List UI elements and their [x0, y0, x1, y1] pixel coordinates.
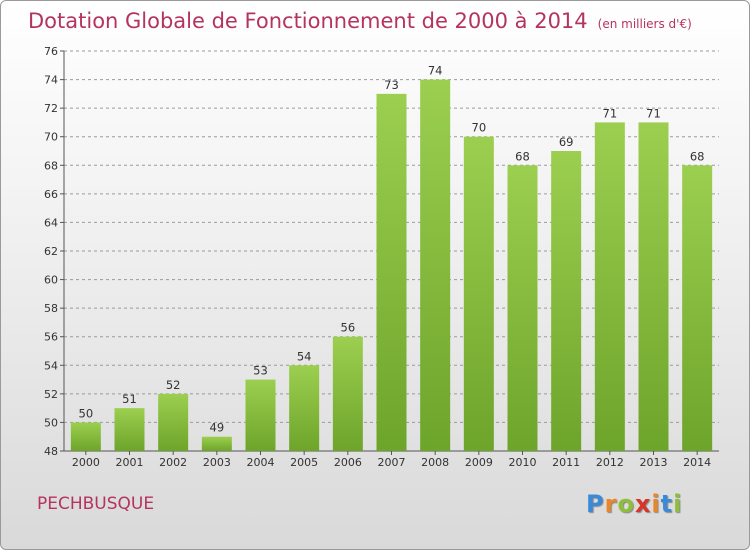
- y-tick-label: 76: [44, 45, 58, 58]
- bar: [638, 122, 669, 451]
- data-label: 68: [690, 149, 705, 163]
- bar: [158, 393, 189, 451]
- x-tick-label: 2008: [421, 456, 449, 469]
- bar: [114, 408, 145, 451]
- data-label: 53: [253, 364, 268, 378]
- x-tick-label: 2001: [116, 456, 144, 469]
- y-tick-label: 48: [44, 445, 58, 458]
- bar: [289, 365, 320, 451]
- x-tick-label: 2012: [596, 456, 624, 469]
- bar: [507, 165, 538, 452]
- y-tick-label: 56: [44, 331, 58, 344]
- data-label: 49: [210, 421, 225, 435]
- data-label: 69: [559, 135, 574, 149]
- y-tick-label: 62: [44, 245, 58, 258]
- x-tick-label: 2003: [203, 456, 231, 469]
- title-main: Dotation Globale de Fonctionnement de 20…: [28, 9, 588, 33]
- x-tick-label: 2004: [247, 456, 275, 469]
- data-label: 50: [79, 406, 94, 420]
- y-tick-label: 52: [44, 388, 58, 401]
- logo-letter: x: [634, 490, 652, 518]
- x-tick-label: 2013: [640, 456, 668, 469]
- x-tick-label: 2010: [509, 456, 537, 469]
- bar: [420, 79, 451, 452]
- bar: [201, 436, 232, 451]
- y-tick-label: 54: [44, 359, 58, 372]
- logo-letter: i: [673, 490, 683, 518]
- data-label: 70: [472, 121, 487, 135]
- data-label: 52: [166, 378, 181, 392]
- data-label: 73: [384, 78, 399, 92]
- logo-letter: P: [586, 490, 605, 518]
- y-tick-label: 70: [44, 131, 58, 144]
- data-label: 68: [515, 149, 530, 163]
- y-tick-label: 74: [44, 74, 58, 87]
- x-tick-label: 2005: [290, 456, 318, 469]
- logo-letter: t: [660, 490, 674, 518]
- bar: [70, 422, 101, 451]
- x-tick-label: 2007: [378, 456, 406, 469]
- bar: [376, 93, 407, 451]
- logo-letter: i: [651, 490, 661, 518]
- y-tick-label: 68: [44, 159, 58, 172]
- bar: [245, 379, 276, 451]
- y-tick-label: 66: [44, 188, 58, 201]
- data-label: 71: [646, 106, 661, 120]
- data-label: 56: [341, 321, 356, 335]
- data-label: 71: [603, 106, 618, 120]
- logo-letter: r: [604, 490, 618, 518]
- data-label: 54: [297, 349, 312, 363]
- proxiti-logo: Proxiti: [586, 490, 682, 518]
- chart-title: Dotation Globale de Fonctionnement de 20…: [28, 9, 692, 33]
- commune-name: PECHBUSQUE: [37, 494, 155, 514]
- bar: [551, 151, 582, 451]
- title-unit: (en milliers d'€): [597, 17, 692, 31]
- x-tick-label: 2011: [552, 456, 580, 469]
- y-tick-label: 64: [44, 216, 58, 229]
- x-tick-label: 2014: [683, 456, 711, 469]
- x-tick-label: 2006: [334, 456, 362, 469]
- data-label: 51: [122, 392, 137, 406]
- x-tick-label: 2009: [465, 456, 493, 469]
- bar: [332, 336, 363, 451]
- data-label: 74: [428, 64, 443, 78]
- logo-letter: o: [617, 490, 635, 518]
- bar: [594, 122, 625, 451]
- bar: [463, 136, 494, 451]
- y-tick-label: 60: [44, 274, 58, 287]
- x-tick-label: 2000: [72, 456, 100, 469]
- x-tick-label: 2002: [159, 456, 187, 469]
- y-tick-label: 72: [44, 102, 58, 115]
- y-tick-label: 50: [44, 416, 58, 429]
- bar: [682, 165, 713, 452]
- y-tick-label: 58: [44, 302, 58, 315]
